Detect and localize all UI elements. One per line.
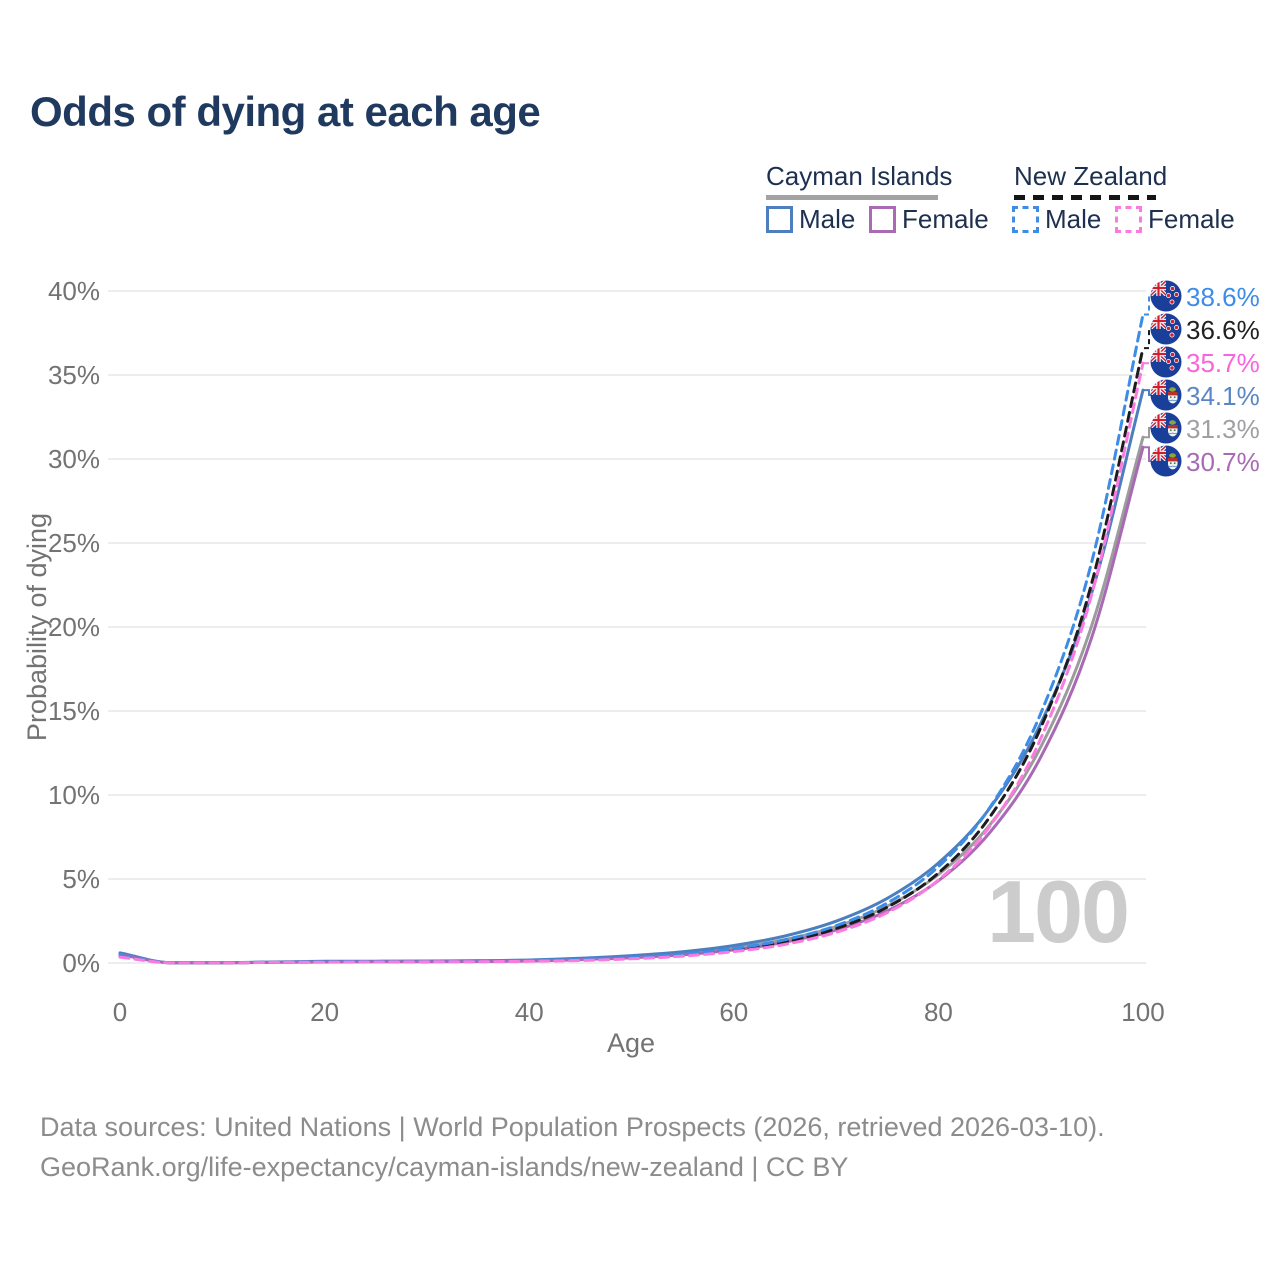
- end-label-cayman-total: 31.3%: [1186, 414, 1260, 444]
- legend-group-cayman-islands[interactable]: Cayman Islands: [766, 161, 952, 200]
- legend-item-label: Male: [799, 203, 856, 234]
- leader-line-nz-female: [1144, 361, 1151, 365]
- leader-line-cayman-male: [1144, 389, 1151, 396]
- end-label-cayman-male: 34.1%: [1186, 381, 1260, 411]
- legend-swatch-nz-male: [1012, 205, 1039, 233]
- axis-labels: 0% 5% 10% 15% 20% 25% 30% 35% 40% 0 20 40 60 80 100 Age…: [22, 276, 1165, 1058]
- legend-item-label: Female: [902, 203, 989, 234]
- legend-group-label: Cayman Islands: [766, 161, 953, 191]
- flag-icon-cayman-islands: [1150, 412, 1182, 444]
- y-axis-title: Probability of dying: [22, 513, 52, 741]
- leader-line-nz-male: [1144, 295, 1151, 316]
- x-tick-label: 60: [719, 997, 748, 1027]
- end-label-cayman-female: 30.7%: [1186, 447, 1260, 477]
- y-tick-label: 5%: [62, 864, 100, 894]
- legend-swatch-cayman-male: [766, 205, 793, 233]
- legend-item-label: Female: [1148, 203, 1235, 234]
- x-axis-title: Age: [607, 1028, 655, 1058]
- end-label-nz-total: 36.6%: [1186, 315, 1260, 345]
- age-watermark: 100: [987, 862, 1130, 961]
- x-tick-label: 80: [924, 997, 953, 1027]
- y-tick-label: 25%: [48, 528, 100, 558]
- legend-item-cayman-male[interactable]: Male: [766, 203, 856, 234]
- series-lines: [118, 313, 1145, 965]
- legend-underline-dashed: [1014, 195, 1156, 200]
- flag-icon-new-zealand: [1150, 346, 1182, 378]
- footer-attribution: GeoRank.org/life-expectancy/cayman-islan…: [40, 1152, 849, 1182]
- legend-item-cayman-female[interactable]: Female: [869, 203, 989, 234]
- leader-line-nz-total: [1144, 328, 1151, 350]
- end-label-nz-female: 35.7%: [1186, 348, 1260, 378]
- y-tick-label: 15%: [48, 696, 100, 726]
- flag-icon-new-zealand: [1150, 313, 1182, 345]
- legend-item-nz-female[interactable]: Female: [1115, 203, 1235, 234]
- x-tick-label: 100: [1121, 997, 1164, 1027]
- page-title: Odds of dying at each age: [30, 88, 541, 135]
- y-tick-label: 30%: [48, 444, 100, 474]
- x-tick-label: 0: [113, 997, 127, 1027]
- label-leader-lines: [1144, 295, 1151, 462]
- legend-item-nz-male[interactable]: Male: [1012, 203, 1102, 234]
- x-tick-label: 20: [310, 997, 339, 1027]
- legend-item-label: Male: [1045, 203, 1102, 234]
- legend-group-new-zealand[interactable]: New Zealand: [1014, 161, 1167, 200]
- y-tick-label: 20%: [48, 612, 100, 642]
- footer-data-sources: Data sources: United Nations | World Pop…: [40, 1112, 1105, 1142]
- leader-line-cayman-female: [1144, 446, 1151, 462]
- series-line-nz-female[interactable]: [118, 361, 1145, 965]
- y-tick-label: 10%: [48, 780, 100, 810]
- legend-group-label: New Zealand: [1014, 161, 1168, 191]
- y-tick-label: 0%: [62, 948, 100, 978]
- leader-line-cayman-total: [1144, 427, 1151, 439]
- age-counter-watermark: 100: [987, 862, 1128, 961]
- x-tick-label: 40: [515, 997, 544, 1027]
- y-tick-label: 40%: [48, 276, 100, 306]
- flag-icon-new-zealand: [1150, 280, 1182, 312]
- flag-icon-cayman-islands: [1150, 445, 1182, 477]
- legend-swatch-nz-female: [1115, 205, 1142, 233]
- legend-swatch-cayman-female: [869, 205, 896, 233]
- end-labels: 38.6%36.6%35.7%34.1%31.3%30.7%: [1150, 280, 1260, 477]
- y-tick-label: 35%: [48, 360, 100, 390]
- end-label-nz-male: 38.6%: [1186, 282, 1260, 312]
- flag-icon-cayman-islands: [1150, 379, 1182, 411]
- legend-underline-solid: [766, 195, 938, 200]
